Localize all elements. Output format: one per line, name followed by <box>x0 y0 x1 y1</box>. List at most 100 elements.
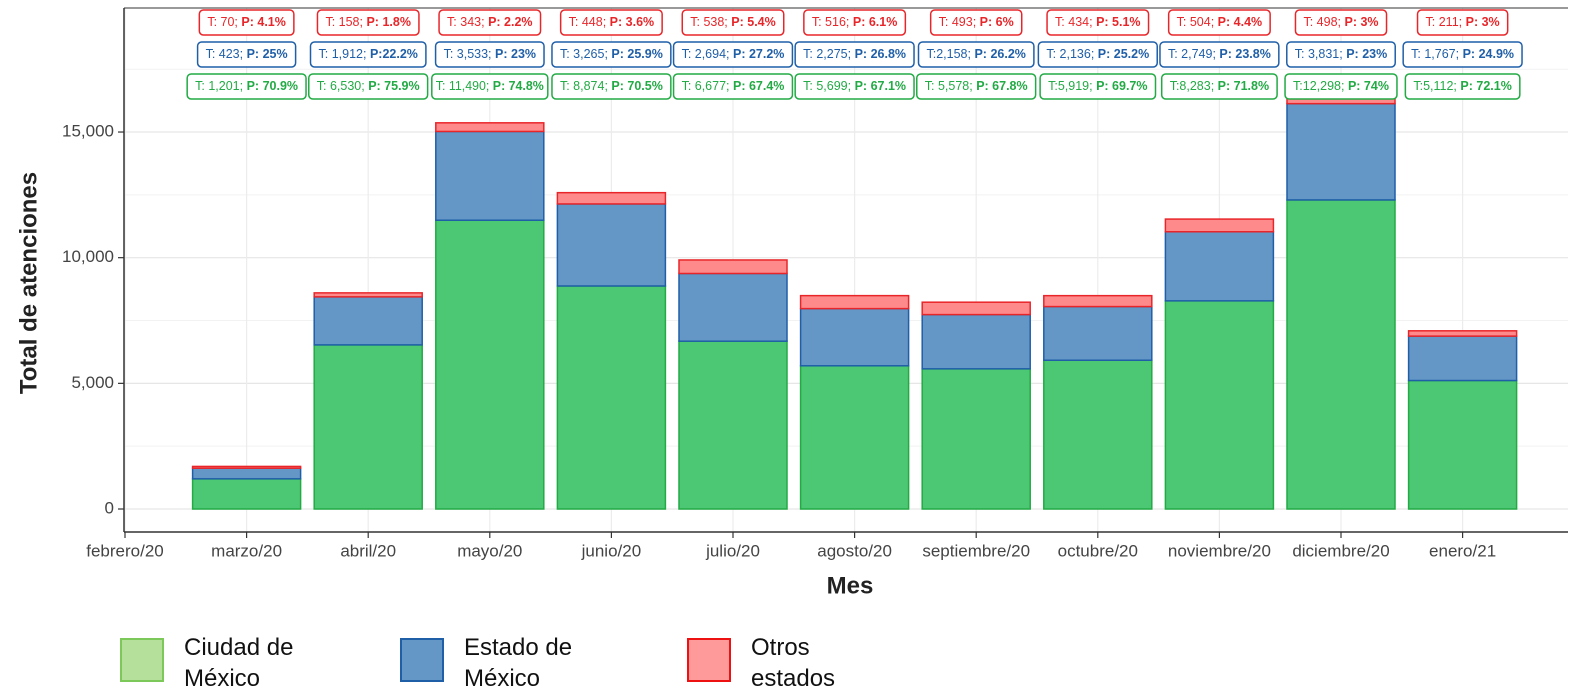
data-label-total: T: 5,699; <box>803 79 851 93</box>
data-label-percent: P: 25% <box>247 47 288 61</box>
data-label-percent: P: 23% <box>495 47 536 61</box>
data-label-percent: P: 1.8% <box>366 15 410 29</box>
data-label: T: 11,490; P: 74.8% <box>431 73 549 100</box>
data-label: T: 3,831; P: 23% <box>1286 41 1396 68</box>
bar-segment <box>1043 294 1153 308</box>
data-label-text: T: 448; P: 3.6% <box>569 15 654 29</box>
legend-label: Ciudad de México <box>184 634 294 692</box>
bar-segment <box>1407 335 1518 382</box>
data-label: T: 5,578; P: 67.8% <box>916 73 1037 100</box>
data-label-total: T: 493; <box>939 15 977 29</box>
data-label-percent: P: 67.4% <box>733 79 784 93</box>
data-label-total: T: 2,136; <box>1046 47 1094 61</box>
data-label-total: T: 5,578; <box>925 79 973 93</box>
data-label: T: 448; P: 3.6% <box>559 9 663 36</box>
data-label: T: 343; P: 2.2% <box>438 9 542 36</box>
legend-swatch <box>400 638 444 682</box>
data-label: T: 2,275; P: 26.8% <box>794 41 915 68</box>
data-label-box <box>1039 73 1157 100</box>
data-label-text: T: 6,677; P: 67.4% <box>682 79 785 93</box>
data-label-percent: P: 26.2% <box>974 47 1025 61</box>
bar-segment <box>435 219 545 510</box>
data-label-text: T: 434; P: 5.1% <box>1055 15 1140 29</box>
bar-segment <box>1286 199 1396 510</box>
legend-item: Estado de México <box>400 632 604 694</box>
x-tick-label: abril/20 <box>340 541 396 560</box>
data-label-box <box>1286 41 1396 68</box>
data-label-text: T: 2,136; P: 25.2% <box>1046 47 1149 61</box>
bar-segment <box>921 301 1031 316</box>
data-label-box <box>551 73 672 100</box>
chart: Total de atenciones Mes 0 5,000 10,000 15,0… <box>15 7 1568 599</box>
data-label-text: T:12,298; P: 74% <box>1293 79 1389 93</box>
data-label-total: T: 3,831; <box>1295 47 1343 61</box>
x-tick-label: marzo/20 <box>211 541 282 560</box>
data-label: T: 498; P: 3% <box>1294 9 1388 36</box>
data-label-box <box>794 41 915 68</box>
data-label-text: T: 3,533; P: 23% <box>444 47 536 61</box>
data-label-text: T: 1,201; P: 70.9% <box>195 79 298 93</box>
data-label: T: 5,699; P: 67.1% <box>794 73 915 100</box>
data-label-box <box>681 9 785 36</box>
data-label-text: T: 498; P: 3% <box>1303 15 1378 29</box>
data-label-text: T: 2,749; P: 23.8% <box>1168 47 1271 61</box>
bar-segment <box>435 122 545 133</box>
data-label: T: 2,749; P: 23.8% <box>1159 41 1280 68</box>
data-label: T: 1,201; P: 70.9% <box>186 73 307 100</box>
data-label-text: T: 3,831; P: 23% <box>1295 47 1387 61</box>
x-tick-label: octubre/20 <box>1058 541 1138 560</box>
bar-segment <box>678 272 788 342</box>
data-label-total: T: 504; <box>1177 15 1215 29</box>
data-label-total: T:5,919; <box>1048 79 1092 93</box>
data-label-text: T: 5,578; P: 67.8% <box>925 79 1028 93</box>
data-label-box <box>672 73 794 100</box>
data-label-percent: P: 74% <box>1348 79 1389 93</box>
data-label-box <box>431 73 549 100</box>
bar-segment <box>1164 300 1275 510</box>
data-label-text: T: 8,874; P: 70.5% <box>560 79 663 93</box>
data-label-percent: P: 69.7% <box>1096 79 1147 93</box>
data-label-text: T:5,112; P: 72.1% <box>1413 79 1511 93</box>
data-label-percent: P: 4.4% <box>1218 15 1262 29</box>
data-label-total: T: 434; <box>1055 15 1093 29</box>
data-label-percent: P: 23% <box>1346 47 1387 61</box>
data-label-text: T: 343; P: 2.2% <box>447 15 532 29</box>
bar-segment <box>921 368 1031 510</box>
data-label: T: 516; P: 6.1% <box>803 9 907 36</box>
data-label-box <box>434 41 545 68</box>
data-label-percent: P: 67.8% <box>976 79 1027 93</box>
data-label-box <box>794 73 915 100</box>
data-label-total: T: 498; <box>1303 15 1341 29</box>
data-label-box <box>438 9 542 36</box>
data-label-text: T: 1,767; P: 24.9% <box>1411 47 1514 61</box>
data-label-percent: P: 3.6% <box>610 15 654 29</box>
data-label-percent: P: 27.2% <box>733 47 784 61</box>
data-label-text: T: 70; P: 4.1% <box>207 15 286 29</box>
data-label-total: T: 423; <box>206 47 244 61</box>
data-label: T:2,158; P: 26.2% <box>917 41 1035 68</box>
bar-segment <box>435 130 545 221</box>
bar-segment <box>921 313 1031 370</box>
data-label-box <box>1167 9 1271 36</box>
data-label-box <box>1294 9 1388 36</box>
bar-segment <box>1407 379 1518 510</box>
data-label-box <box>186 73 307 100</box>
data-label-percent: P: 25.2% <box>1098 47 1149 61</box>
data-label-percent: P: 71.8% <box>1218 79 1269 93</box>
y-tick-label: 0 <box>105 498 114 517</box>
data-label-percent: P: 5.4% <box>731 15 775 29</box>
data-label-text: T:8,283; P: 71.8% <box>1170 79 1269 93</box>
data-label-total: T: 158; <box>325 15 363 29</box>
bar-segment <box>191 465 302 469</box>
data-label-box <box>1284 73 1398 100</box>
data-label: T:5,919; P: 69.7% <box>1039 73 1157 100</box>
data-label-percent: P:22.2% <box>370 47 418 61</box>
data-label-text: T: 2,275; P: 26.8% <box>803 47 906 61</box>
data-label: T: 1,912; P:22.2% <box>309 41 427 68</box>
bar-segment <box>1286 102 1396 201</box>
data-label-text: T: 5,699; P: 67.1% <box>803 79 906 93</box>
data-label-total: T: 1,767; <box>1411 47 1459 61</box>
data-label-percent: P: 26.8% <box>855 47 906 61</box>
data-label-box <box>196 41 297 68</box>
bar-segment <box>799 365 910 510</box>
